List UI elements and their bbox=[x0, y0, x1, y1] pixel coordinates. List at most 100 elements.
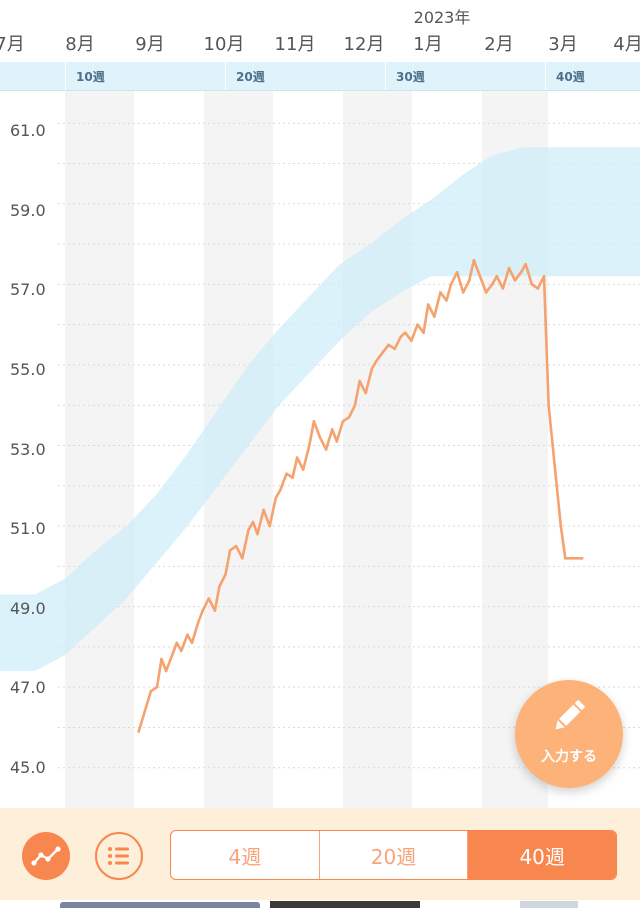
line-graph-icon bbox=[31, 846, 61, 866]
weight-point bbox=[335, 440, 339, 443]
input-button[interactable]: 入力する bbox=[515, 680, 623, 788]
weight-point bbox=[347, 416, 351, 419]
weight-point bbox=[262, 508, 265, 512]
weight-point bbox=[524, 262, 527, 266]
ad-image bbox=[270, 901, 420, 908]
weight-point bbox=[241, 557, 244, 560]
list-view-button[interactable] bbox=[95, 832, 143, 880]
weight-point bbox=[186, 633, 189, 637]
weight-point bbox=[422, 331, 425, 334]
week-label: 20週 bbox=[236, 70, 265, 84]
month-label: 4月 bbox=[613, 34, 640, 55]
weight-point bbox=[196, 621, 200, 624]
week-divider bbox=[385, 62, 386, 90]
weight-point bbox=[175, 641, 179, 645]
weight-point bbox=[507, 266, 511, 270]
weight-point bbox=[553, 464, 556, 467]
weight-point bbox=[426, 303, 430, 306]
y-tick-label: 47.0 bbox=[10, 678, 46, 697]
month-header: 2023年 7月 8月 9月 10月 11月 12月 1月 2月 3月 4月 bbox=[0, 0, 640, 62]
weight-point bbox=[295, 456, 299, 459]
weight-point bbox=[301, 468, 305, 471]
weight-point bbox=[164, 669, 168, 673]
weight-point bbox=[381, 351, 384, 355]
weight-chart bbox=[0, 91, 640, 808]
weight-point bbox=[308, 444, 311, 447]
weight-point bbox=[530, 283, 534, 286]
weight-point bbox=[312, 420, 316, 423]
weight-point bbox=[564, 557, 567, 560]
graph-view-button[interactable] bbox=[22, 832, 70, 880]
weight-point bbox=[461, 291, 465, 294]
ad-banner[interactable] bbox=[0, 900, 640, 908]
weight-point bbox=[291, 476, 294, 480]
weight-point bbox=[268, 524, 272, 528]
weight-point bbox=[207, 597, 211, 600]
y-tick-label: 53.0 bbox=[10, 440, 46, 459]
weight-point bbox=[455, 271, 459, 274]
y-tick-label: 59.0 bbox=[10, 201, 46, 220]
month-label: 1月 bbox=[413, 34, 443, 55]
week-header bbox=[0, 62, 640, 91]
month-label: 3月 bbox=[548, 34, 578, 55]
recommended-weight-band bbox=[0, 147, 640, 671]
y-tick-label: 55.0 bbox=[10, 360, 46, 379]
weight-point bbox=[218, 585, 221, 588]
weight-point bbox=[224, 573, 227, 576]
weight-point bbox=[387, 343, 390, 347]
weight-point bbox=[190, 641, 194, 645]
weight-point bbox=[404, 331, 407, 334]
weight-point bbox=[213, 609, 217, 612]
year-label: 2023年 bbox=[413, 8, 471, 27]
weight-point bbox=[251, 520, 255, 524]
weight-point bbox=[501, 287, 505, 290]
list-icon bbox=[108, 847, 129, 865]
weight-point bbox=[353, 403, 357, 407]
month-label: 9月 bbox=[135, 34, 165, 55]
week-divider bbox=[545, 62, 546, 90]
y-tick-label: 57.0 bbox=[10, 280, 46, 299]
weight-point bbox=[433, 315, 436, 318]
weight-point bbox=[559, 524, 563, 528]
month-label: 12月 bbox=[343, 34, 385, 55]
y-tick-label: 45.0 bbox=[10, 758, 46, 777]
weight-point bbox=[370, 367, 374, 371]
y-tick-label: 51.0 bbox=[10, 519, 46, 538]
week-label: 30週 bbox=[396, 70, 425, 84]
pencil-icon bbox=[555, 700, 585, 730]
weight-point bbox=[318, 436, 322, 439]
month-label: 7月 bbox=[0, 34, 25, 55]
weight-point bbox=[201, 609, 204, 612]
weight-point bbox=[180, 649, 183, 653]
month-label: 2月 bbox=[484, 34, 514, 55]
y-tick-label: 61.0 bbox=[10, 121, 46, 140]
week-label: 40週 bbox=[556, 70, 585, 84]
range-selector: 4週 20週 40週 bbox=[170, 830, 617, 880]
weight-point bbox=[399, 335, 403, 338]
range-option-4w[interactable]: 4週 bbox=[228, 844, 262, 869]
weight-point bbox=[495, 275, 499, 278]
month-label: 11月 bbox=[274, 34, 316, 55]
range-option-20w[interactable]: 20週 bbox=[318, 831, 468, 879]
weight-point bbox=[137, 730, 140, 733]
range-option-40w[interactable]: 40週 bbox=[467, 831, 616, 879]
month-stripe bbox=[343, 91, 412, 808]
weight-point bbox=[536, 287, 540, 290]
input-button-label: 入力する bbox=[541, 749, 597, 765]
month-label: 8月 bbox=[65, 34, 95, 55]
weight-point bbox=[228, 548, 232, 552]
weight-point bbox=[416, 323, 419, 326]
weight-point bbox=[155, 685, 159, 689]
y-tick-label: 49.0 bbox=[10, 599, 46, 618]
week-label: 10週 bbox=[76, 70, 105, 84]
weight-point bbox=[439, 291, 442, 294]
weight-point bbox=[341, 420, 345, 423]
weight-point bbox=[490, 283, 494, 286]
weight-point bbox=[542, 275, 546, 278]
weight-point bbox=[256, 532, 259, 536]
weight-point bbox=[143, 710, 147, 713]
weight-point bbox=[285, 472, 288, 476]
weight-point bbox=[445, 299, 448, 302]
weight-point bbox=[364, 391, 368, 395]
weight-point bbox=[279, 488, 282, 492]
